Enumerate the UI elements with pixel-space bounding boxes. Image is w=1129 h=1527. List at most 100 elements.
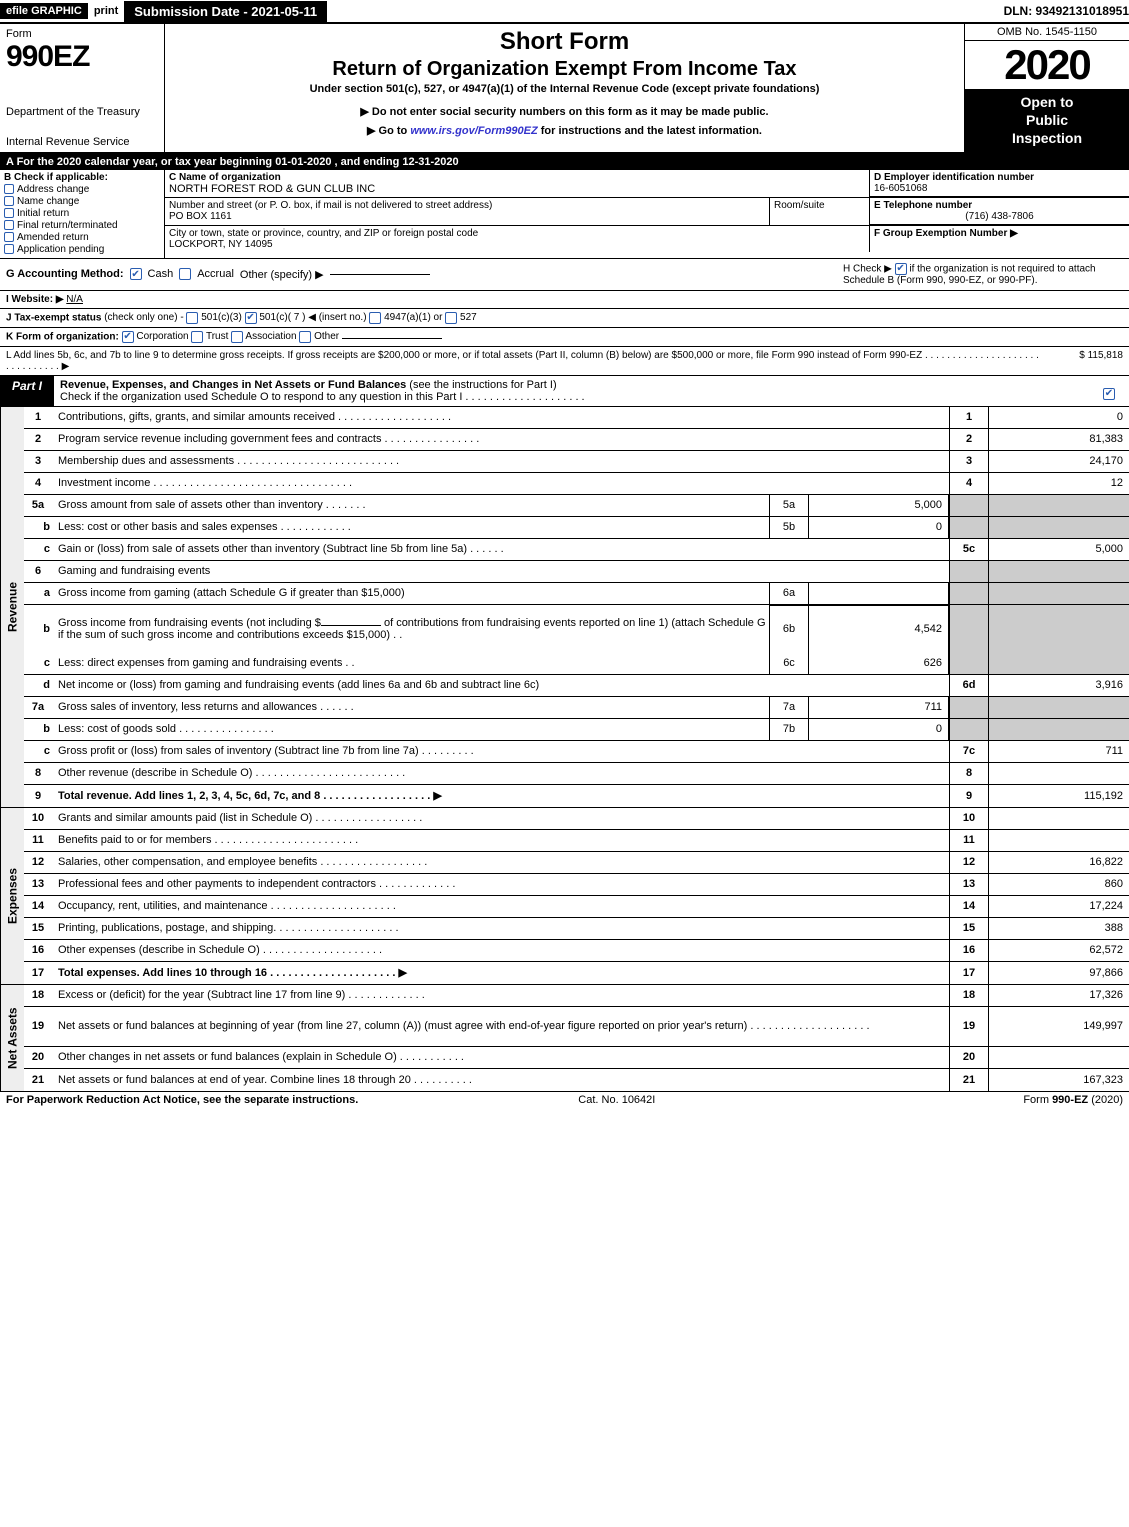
grey-cell	[949, 583, 989, 604]
part1-checkbox-cell	[1089, 376, 1129, 406]
i-website: I Website: ▶ N/A	[0, 291, 1129, 309]
section-b: B Check if applicable: Address change Na…	[0, 170, 165, 258]
city-label: City or town, state or province, country…	[169, 228, 865, 239]
line-18-no: 18	[949, 985, 989, 1006]
cb-name[interactable]: Name change	[4, 196, 160, 207]
line-17-val: 97,866	[989, 962, 1129, 984]
cb-amended[interactable]: Amended return	[4, 232, 160, 243]
line-3-val: 24,170	[989, 451, 1129, 472]
address-cell: Number and street (or P. O. box, if mail…	[165, 198, 769, 225]
grey-cell	[989, 653, 1129, 674]
line-14-val: 17,224	[989, 896, 1129, 917]
line-14-desc: Occupancy, rent, utilities, and maintena…	[56, 898, 949, 914]
expenses-section: Expenses 10Grants and similar amounts pa…	[0, 808, 1129, 985]
line-16-no: 16	[949, 940, 989, 961]
other-org-checkbox[interactable]	[299, 331, 311, 343]
assoc-checkbox[interactable]	[231, 331, 243, 343]
line-1-no: 1	[949, 407, 989, 428]
cb-initial[interactable]: Initial return	[4, 208, 160, 219]
line-6b-desc: Gross income from fundraising events (no…	[56, 615, 769, 643]
corp-checkbox[interactable]	[122, 331, 134, 343]
part1-check-text: Check if the organization used Schedule …	[60, 391, 585, 403]
efile-text: efile	[6, 5, 31, 17]
other-label: Other (specify) ▶	[240, 268, 324, 281]
i-label: I Website: ▶	[6, 294, 64, 305]
527-checkbox[interactable]	[445, 312, 457, 324]
line-14-no: 14	[949, 896, 989, 917]
part1-header: Part I Revenue, Expenses, and Changes in…	[0, 376, 1129, 407]
h-checkbox[interactable]	[895, 263, 907, 275]
cat-no: Cat. No. 10642I	[578, 1094, 655, 1106]
h-pre: H Check ▶	[843, 263, 895, 274]
grey-cell	[989, 495, 1129, 516]
part1-title-text: Revenue, Expenses, and Changes in Net As…	[60, 379, 409, 391]
form-header: Form 990EZ Department of the Treasury In…	[0, 24, 1129, 154]
line-5c-desc: Gain or (loss) from sale of assets other…	[56, 541, 949, 557]
line-9-val: 115,192	[989, 785, 1129, 807]
g-accounting: G Accounting Method: Cash Accrual Other …	[6, 263, 430, 286]
line-19-no: 19	[949, 1007, 989, 1046]
line-6-desc: Gaming and fundraising events	[56, 563, 949, 579]
l-amount: $ 115,818	[1043, 350, 1123, 372]
line-9-no: 9	[949, 785, 989, 807]
grey-cell	[949, 517, 989, 538]
line-2-no: 2	[949, 429, 989, 450]
line-18-val: 17,326	[989, 985, 1129, 1006]
checkbox-icon	[4, 184, 14, 194]
line-16-desc: Other expenses (describe in Schedule O) …	[56, 942, 949, 958]
line-1-desc: Contributions, gifts, grants, and simila…	[56, 409, 949, 425]
expenses-lines: 10Grants and similar amounts paid (list …	[24, 808, 1129, 984]
k-options: Corporation Trust Association Other	[122, 331, 442, 342]
city-value: LOCKPORT, NY 14095	[169, 239, 865, 250]
grey-cell	[949, 697, 989, 718]
irs-link[interactable]: www.irs.gov/Form990EZ	[410, 125, 537, 137]
schedule-o-checkbox[interactable]	[1103, 388, 1115, 400]
grey-cell	[949, 653, 989, 674]
dln-number: DLN: 93492131018951	[1004, 4, 1129, 18]
other-org-input[interactable]	[342, 338, 442, 339]
page-footer: For Paperwork Reduction Act Notice, see …	[0, 1092, 1129, 1108]
cash-checkbox[interactable]	[130, 268, 142, 280]
l-text: L Add lines 5b, 6c, and 7b to line 9 to …	[6, 350, 1043, 372]
line-5a-desc: Gross amount from sale of assets other t…	[56, 497, 769, 513]
cb-final[interactable]: Final return/terminated	[4, 220, 160, 231]
line-12-desc: Salaries, other compensation, and employ…	[56, 854, 949, 870]
line-5c-val: 5,000	[989, 539, 1129, 560]
b-header: B Check if applicable:	[4, 172, 160, 183]
cb-pending[interactable]: Application pending	[4, 244, 160, 255]
header-right: OMB No. 1545-1150 2020 Open to Public In…	[964, 24, 1129, 152]
line-12-no: 12	[949, 852, 989, 873]
line-11-desc: Benefits paid to or for members . . . . …	[56, 832, 949, 848]
addr-value: PO BOX 1161	[169, 211, 765, 222]
501c3-checkbox[interactable]	[186, 312, 198, 324]
dept-treasury: Department of the Treasury	[6, 106, 158, 118]
omb-number: OMB No. 1545-1150	[965, 24, 1129, 41]
tax-year: 2020	[965, 41, 1129, 89]
cb-label: Application pending	[17, 244, 104, 255]
accrual-checkbox[interactable]	[179, 268, 191, 280]
trust-checkbox[interactable]	[191, 331, 203, 343]
under-section: Under section 501(c), 527, or 4947(a)(1)…	[175, 83, 954, 95]
line-17-desc: Total expenses. Add lines 10 through 16 …	[56, 964, 949, 981]
expenses-tab: Expenses	[0, 808, 24, 984]
k-form-org: K Form of organization: Corporation Trus…	[0, 328, 1129, 347]
cb-address[interactable]: Address change	[4, 184, 160, 195]
section-cde: C Name of organization NORTH FOREST ROD …	[165, 170, 1129, 258]
other-input[interactable]	[330, 274, 430, 275]
line-7c-no: 7c	[949, 741, 989, 762]
print-button[interactable]: print	[88, 5, 124, 17]
line-6d-val: 3,916	[989, 675, 1129, 696]
grey-cell	[949, 495, 989, 516]
line-6a-mid: 6a	[769, 583, 809, 604]
c-label: C Name of organization	[169, 172, 865, 183]
501c-checkbox[interactable]	[245, 312, 257, 324]
line-15-no: 15	[949, 918, 989, 939]
line-9-desc: Total revenue. Add lines 1, 2, 3, 4, 5c,…	[56, 787, 949, 804]
line-21-desc: Net assets or fund balances at end of ye…	[56, 1072, 949, 1088]
j-label: J Tax-exempt status	[6, 312, 104, 323]
contrib-input[interactable]	[321, 625, 381, 626]
org-name-cell: C Name of organization NORTH FOREST ROD …	[165, 170, 869, 197]
ein-value: 16-6051068	[874, 183, 1125, 194]
line-17-no: 17	[949, 962, 989, 984]
4947-checkbox[interactable]	[369, 312, 381, 324]
